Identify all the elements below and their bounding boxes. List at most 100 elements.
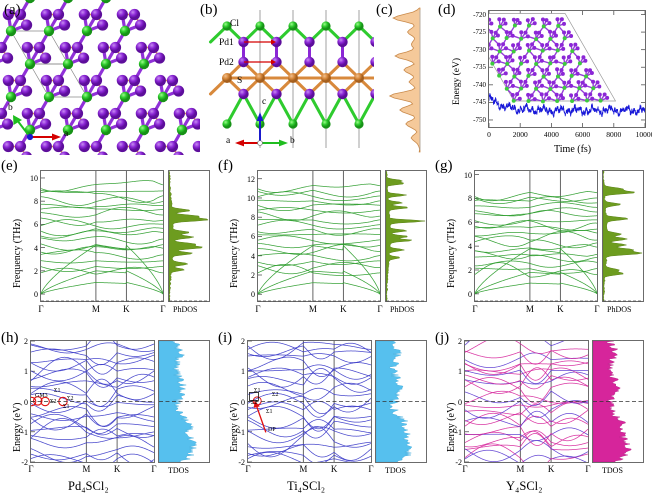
xtick: Γ [151, 464, 157, 474]
ytick: 0 [241, 397, 245, 407]
ytick: 0 [458, 397, 462, 407]
annotation-σ1: Σ1 [54, 388, 61, 394]
annotation-σ2: Σ2 [50, 399, 57, 405]
xtick: K [123, 304, 130, 314]
ytick: -1 [21, 427, 28, 437]
xtick: M [525, 304, 534, 314]
xtick: 6000 [575, 130, 591, 139]
panel-d-xlabel: Time (fs) [554, 144, 592, 155]
panel-j-formula: Y₄SCl₂ [506, 479, 543, 493]
ytick: 12 [247, 174, 255, 184]
panel-h-label: (h) [1, 330, 19, 346]
ytick: 6 [468, 218, 472, 228]
xtick: Γ [28, 464, 34, 474]
ytick: 1 [241, 367, 245, 377]
ytick: -750 [473, 115, 486, 124]
panel-j-label: (j) [435, 330, 450, 346]
ytick: -2 [455, 458, 462, 467]
ytick: 0 [251, 290, 255, 300]
annotation-gm3: GM3 [35, 393, 48, 399]
annotation-dp: DP [268, 427, 276, 433]
ytick: -745 [473, 98, 486, 107]
ytick: -1 [455, 427, 462, 437]
axis-indicator-a [13, 115, 61, 141]
annotation-σ1: Σ1 [63, 404, 70, 410]
ytick: 2 [251, 271, 255, 280]
annotation-σ2: Σ2 [272, 392, 279, 398]
panel-i-plot [248, 340, 426, 463]
panel-b-structure [209, 10, 374, 148]
ytick: 4 [468, 242, 472, 252]
axis-label-b2: b [290, 136, 295, 146]
xtick: Γ [462, 464, 468, 474]
xtick: Γ [160, 304, 166, 314]
ytick: 1 [458, 367, 462, 377]
xtick: 4000 [543, 130, 559, 139]
panel-i-label: (i) [218, 330, 233, 346]
atom-label-pd1: Pd1 [219, 38, 234, 48]
xtick: Γ [38, 304, 44, 314]
panel-a-structure [0, 0, 200, 155]
xtick: M [299, 464, 308, 474]
panel-g-label: (g) [435, 158, 453, 174]
ytick: 1 [24, 367, 28, 377]
panel-c-label: (c) [376, 2, 393, 18]
panel-f-dos-label: PhDOS [390, 305, 415, 314]
xtick: 8000 [606, 130, 622, 139]
ytick: 0 [24, 397, 28, 407]
ytick: -725 [473, 28, 486, 37]
panel-e-dos-label: PhDOS [173, 305, 198, 314]
panel-c: (c) [374, 0, 436, 155]
annotation-σ1: Σ1 [254, 388, 261, 394]
ytick: -720 [473, 10, 486, 19]
panel-d: (d) Energy (eV) Time (fs) -720 -725 -730 -7… [436, 0, 652, 158]
panel-i-dos-label: TDOS [385, 466, 406, 475]
axis-label-c: c [262, 97, 267, 107]
xtick: K [330, 464, 338, 474]
panel-h-dos-label: TDOS [168, 466, 189, 475]
ytick: -2 [21, 458, 28, 467]
atom-label-s: S [237, 76, 243, 86]
ytick: 0 [34, 290, 38, 300]
xtick: Γ [585, 464, 591, 474]
atom-label-pd2: Pd2 [219, 58, 234, 68]
ytick: -740 [473, 80, 486, 89]
xtick: M [516, 464, 525, 474]
panel-j-dos-label: TDOS [602, 466, 623, 475]
ytick: -2 [238, 458, 245, 467]
panel-e-label: (e) [1, 158, 18, 174]
xtick: Γ [368, 464, 374, 474]
ytick: -1 [238, 427, 245, 437]
panel-f-plot [258, 171, 426, 302]
xtick: Γ [255, 304, 261, 314]
ytick: 2 [241, 337, 245, 346]
xtick: K [547, 464, 555, 474]
xtick: M [82, 464, 91, 474]
ytick: 2 [458, 337, 462, 346]
panel-h-plot [31, 340, 209, 463]
xtick: K [113, 464, 121, 474]
annotation-σ2: Σ2 [67, 396, 74, 402]
xtick: Γ [377, 304, 383, 314]
xtick: 10000 [635, 130, 652, 139]
axis-label-a2: a [226, 136, 231, 146]
ytick: 8 [251, 213, 255, 223]
panel-h-formula: Pd₄SCl₂ [68, 479, 109, 493]
panel-f-label: (f) [218, 158, 233, 174]
xtick: K [557, 304, 564, 314]
ytick: 0 [468, 289, 472, 299]
panel-g-plot [475, 171, 643, 302]
panel-d-plot [488, 11, 646, 127]
xtick: Γ [245, 464, 251, 474]
ytick: 6 [251, 232, 255, 242]
ytick: 10 [247, 193, 255, 203]
xtick: Γ [472, 304, 478, 314]
panel-b-label: (b) [200, 2, 218, 18]
ytick: 8 [468, 194, 472, 204]
annotation-σ1: Σ1 [266, 409, 273, 415]
atom-label-cl: Cl [230, 19, 239, 29]
